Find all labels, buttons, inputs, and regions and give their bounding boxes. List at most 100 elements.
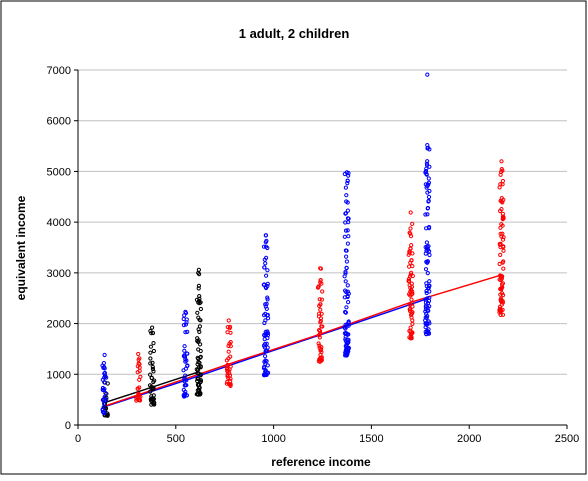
data-point (228, 344, 233, 349)
data-point (499, 282, 505, 287)
data-point (424, 315, 429, 321)
data-point (195, 310, 200, 315)
data-point (427, 279, 432, 284)
data-point (410, 221, 415, 226)
data-point (198, 306, 203, 312)
data-point (264, 273, 269, 278)
data-point (497, 310, 502, 315)
data-point (427, 304, 432, 309)
y-tick-label: 4000 (47, 217, 71, 229)
y-tick-label: 7000 (47, 65, 71, 77)
data-point (263, 233, 269, 238)
data-point (183, 309, 188, 314)
data-point (224, 367, 230, 372)
data-point (345, 216, 350, 221)
data-point (102, 371, 107, 376)
data-point (148, 350, 153, 355)
data-point (262, 341, 268, 347)
data-point (426, 176, 431, 181)
data-point (148, 361, 153, 366)
data-point (316, 341, 321, 346)
data-point (100, 377, 105, 382)
data-point (316, 284, 321, 289)
data-points (100, 72, 506, 418)
data-point (410, 304, 415, 309)
data-point (182, 313, 187, 318)
data-point (408, 307, 413, 312)
data-point (198, 373, 203, 378)
data-point (150, 364, 155, 370)
data-point (344, 254, 349, 259)
data-point (501, 248, 506, 253)
data-point (262, 364, 267, 370)
data-point (148, 344, 153, 349)
data-point (265, 312, 270, 318)
data-point (149, 396, 154, 401)
data-point (407, 264, 412, 269)
data-point (195, 362, 200, 367)
data-point (195, 378, 200, 384)
data-point (497, 242, 503, 247)
data-point (318, 357, 323, 362)
data-point (226, 349, 231, 354)
data-point (409, 270, 414, 275)
data-point (343, 271, 348, 276)
data-point (135, 386, 140, 391)
x-tick-label: 0 (75, 433, 81, 445)
data-point (103, 390, 108, 396)
x-tick-label: 2000 (457, 433, 481, 445)
data-point (195, 371, 200, 376)
data-point (195, 376, 200, 381)
data-point (345, 208, 350, 213)
x-axis-label: reference income (271, 455, 371, 469)
data-point (150, 386, 155, 391)
data-point (317, 328, 323, 334)
data-point (318, 302, 323, 307)
y-tick-label: 6000 (47, 116, 71, 128)
data-point (500, 231, 505, 236)
data-point (346, 220, 351, 225)
data-point (498, 172, 503, 177)
data-point (225, 363, 230, 368)
data-point (148, 389, 153, 394)
data-point (408, 336, 413, 341)
data-point (136, 351, 141, 357)
data-point (265, 268, 270, 273)
data-point (102, 410, 107, 415)
data-point (500, 312, 506, 317)
data-point (410, 291, 415, 296)
data-point (100, 385, 106, 391)
data-point (151, 369, 156, 374)
data-point (150, 325, 155, 330)
data-point (345, 283, 350, 288)
data-point (136, 357, 141, 362)
data-point (499, 167, 504, 172)
data-point (407, 302, 412, 307)
data-point (408, 272, 413, 277)
x-tick-label: 1000 (261, 433, 285, 445)
data-point (149, 375, 154, 380)
data-point (499, 222, 504, 227)
data-point (425, 212, 430, 217)
axis-layer: 0 1000 2000 3000 4000 5000 6000 7000 0 500 1000 150… (47, 65, 580, 445)
data-point (102, 380, 108, 385)
data-point (196, 286, 201, 291)
data-point (499, 207, 504, 212)
data-point (227, 326, 232, 331)
data-point (183, 330, 188, 335)
data-point (343, 185, 348, 190)
data-point (425, 159, 430, 164)
data-point (346, 173, 351, 178)
data-point (409, 311, 414, 316)
data-point (102, 352, 107, 358)
data-point (501, 197, 506, 202)
data-point (425, 271, 430, 276)
data-point (345, 241, 350, 246)
data-point (345, 181, 350, 186)
data-point (198, 342, 203, 347)
data-point (196, 283, 201, 288)
data-point (498, 273, 504, 279)
data-point (228, 382, 233, 387)
